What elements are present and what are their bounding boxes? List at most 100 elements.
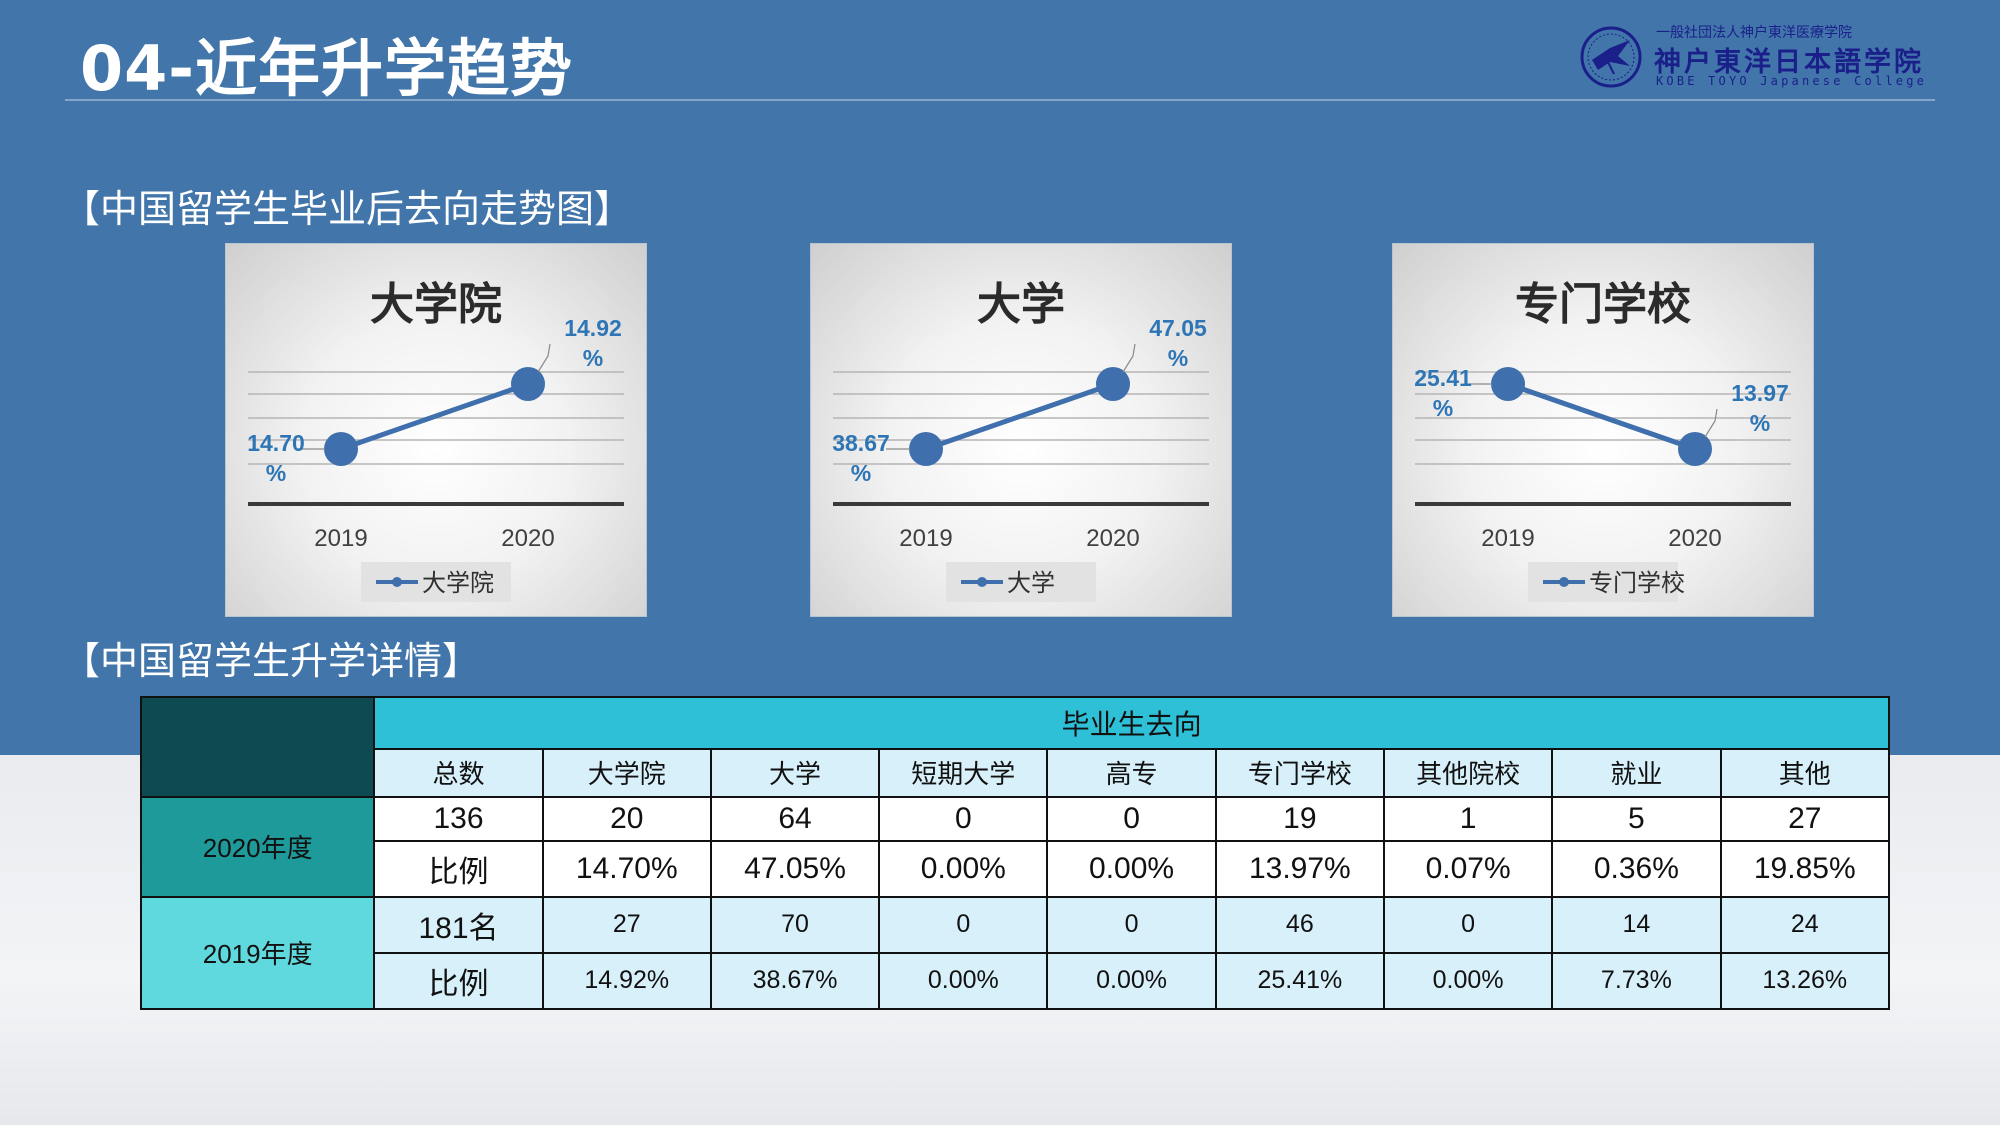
x-tick-label: 2020 bbox=[501, 525, 554, 552]
logo-english-name: KOBE TOYO Japanese College bbox=[1656, 74, 1928, 88]
data-point bbox=[1678, 432, 1712, 466]
table-cell: 38.67% bbox=[709, 951, 881, 1011]
legend-label: 大学 bbox=[1007, 569, 1055, 597]
table-row: 2020年度 136 20 64 0 0 19 1 5 27 bbox=[139, 795, 1890, 898]
table-cell: 0.00% bbox=[878, 839, 1049, 898]
table-row: 比例 14.70% 47.05% 0.00% 0.00% 13.97% 0.07… bbox=[141, 839, 1890, 898]
table-corner bbox=[139, 696, 376, 798]
chart-card-university: 大学 2019 2020 38.67% 47.05% 大学 bbox=[810, 243, 1232, 617]
series-line bbox=[1507, 381, 1696, 452]
table-cell: 0.07% bbox=[1382, 839, 1554, 898]
table-cell: 47.05% bbox=[709, 839, 881, 898]
table-cell: 0.36% bbox=[1551, 839, 1722, 898]
crane-emblem-icon bbox=[1580, 26, 1642, 88]
data-label: % bbox=[266, 460, 286, 486]
table-cell: 0 bbox=[878, 895, 1049, 954]
detail-section-heading: 【中国留学生升学详情】 bbox=[62, 639, 481, 683]
table-cell: 19 bbox=[1214, 795, 1385, 842]
table-header-row: 总数 大学院 大学 短期大学 高专 专门学校 其他院校 就业 其他 bbox=[141, 748, 1890, 798]
legend-marker bbox=[1559, 577, 1569, 587]
data-point bbox=[909, 432, 943, 466]
series-line bbox=[925, 381, 1114, 452]
title-divider bbox=[65, 99, 1935, 101]
column-header: 高专 bbox=[1046, 748, 1217, 798]
table-cell: 14.92% bbox=[541, 951, 712, 1011]
table-cell: 181名 bbox=[373, 895, 544, 954]
column-header: 其他院校 bbox=[1382, 748, 1554, 798]
chart-card-vocational-school: 专门学校 2019 2020 25.41% 13.97% 专门学校 bbox=[1392, 243, 1814, 617]
table-cell: 0.00% bbox=[1382, 951, 1554, 1011]
data-label: % bbox=[1750, 410, 1770, 436]
data-label: 14.70 bbox=[247, 430, 305, 456]
x-tick-label: 2019 bbox=[1481, 525, 1534, 552]
chart-title: 专门学校 bbox=[1515, 279, 1691, 330]
table-cell: 19.85% bbox=[1719, 839, 1890, 898]
trend-section-heading: 【中国留学生毕业后去向走势图】 bbox=[62, 187, 633, 231]
table-cell: 14.70% bbox=[541, 839, 712, 898]
column-header: 大学 bbox=[709, 748, 881, 798]
year-label-2019: 2019年度 bbox=[139, 895, 376, 1011]
data-label: % bbox=[1433, 395, 1453, 421]
data-label: 25.41 bbox=[1414, 365, 1472, 391]
school-logo: 一般社団法人神户東洋医療学院 神户東洋日本語学院 KOBE TOYO Japan… bbox=[1580, 22, 1924, 94]
table-cell: 0.00% bbox=[1046, 951, 1217, 1011]
data-label: 13.97 bbox=[1731, 380, 1789, 406]
line-chart: 大学 2019 2020 38.67% 47.05% 大学 bbox=[832, 279, 1209, 602]
table-cell: 13.97% bbox=[1214, 839, 1385, 898]
data-point bbox=[324, 432, 358, 466]
destination-grid: 毕业生去向 总数 大学院 大学 短期大学 高专 专门学校 其他院校 就业 其他 … bbox=[139, 696, 1890, 1011]
table-cell: 0 bbox=[878, 795, 1049, 842]
table-cell: 20 bbox=[541, 795, 712, 842]
data-label: 38.67 bbox=[832, 430, 890, 456]
destination-table: 毕业生去向 总数 大学院 大学 短期大学 高专 专门学校 其他院校 就业 其他 … bbox=[139, 696, 1890, 1011]
table-group-header: 毕业生去向 bbox=[373, 696, 1890, 750]
table-cell: 1 bbox=[1382, 795, 1554, 842]
table-cell: 24 bbox=[1719, 895, 1890, 954]
legend-marker bbox=[392, 577, 402, 587]
series-line bbox=[340, 381, 529, 452]
table-cell: 比例 bbox=[373, 951, 544, 1011]
table-cell: 0 bbox=[1046, 895, 1217, 954]
line-chart: 大学院 2019 2020 14.70% 14.92% 大学院 bbox=[247, 279, 624, 602]
column-header: 就业 bbox=[1551, 748, 1722, 798]
table-cell: 0 bbox=[1382, 895, 1554, 954]
data-point bbox=[1491, 367, 1525, 401]
table-cell: 0.00% bbox=[878, 951, 1049, 1011]
data-label: % bbox=[1168, 345, 1188, 371]
data-point bbox=[511, 367, 545, 401]
chart-title: 大学 bbox=[977, 279, 1065, 330]
column-header: 短期大学 bbox=[878, 748, 1049, 798]
table-cell: 136 bbox=[373, 795, 544, 842]
data-label: 14.92 bbox=[564, 315, 622, 341]
column-header: 专门学校 bbox=[1214, 748, 1385, 798]
table-row: 比例 14.92% 38.67% 0.00% 0.00% 25.41% 0.00… bbox=[141, 951, 1890, 1011]
table-cell: 46 bbox=[1214, 895, 1385, 954]
logo-school-name: 神户東洋日本語学院 bbox=[1654, 47, 1924, 78]
page-title: 04-近年升学趋势 bbox=[80, 32, 574, 105]
table-cell: 5 bbox=[1551, 795, 1722, 842]
data-label-leader bbox=[1704, 408, 1718, 438]
data-label-leader bbox=[1122, 343, 1136, 373]
line-chart: 专门学校 2019 2020 25.41% 13.97% 专门学校 bbox=[1414, 279, 1791, 602]
column-header: 其他 bbox=[1719, 748, 1890, 798]
year-label-2020: 2020年度 bbox=[139, 795, 376, 898]
table-cell: 64 bbox=[709, 795, 881, 842]
x-tick-label: 2020 bbox=[1668, 525, 1721, 552]
table-cell: 13.26% bbox=[1719, 951, 1890, 1011]
table-cell: 27 bbox=[541, 895, 712, 954]
x-tick-label: 2019 bbox=[899, 525, 952, 552]
data-point bbox=[1096, 367, 1130, 401]
table-cell: 比例 bbox=[373, 839, 544, 898]
x-tick-label: 2020 bbox=[1086, 525, 1139, 552]
table-cell: 7.73% bbox=[1551, 951, 1722, 1011]
chart-card-graduate-school: 大学院 2019 2020 14.70% 14.92% 大学院 bbox=[225, 243, 647, 617]
table-cell: 0.00% bbox=[1046, 839, 1217, 898]
column-header: 大学院 bbox=[541, 748, 712, 798]
x-tick-label: 2019 bbox=[314, 525, 367, 552]
legend-marker bbox=[977, 577, 987, 587]
table-cell: 25.41% bbox=[1214, 951, 1385, 1011]
chart-title: 大学院 bbox=[370, 279, 502, 330]
data-label-leader bbox=[537, 343, 551, 373]
table-cell: 14 bbox=[1551, 895, 1722, 954]
data-label: % bbox=[583, 345, 603, 371]
